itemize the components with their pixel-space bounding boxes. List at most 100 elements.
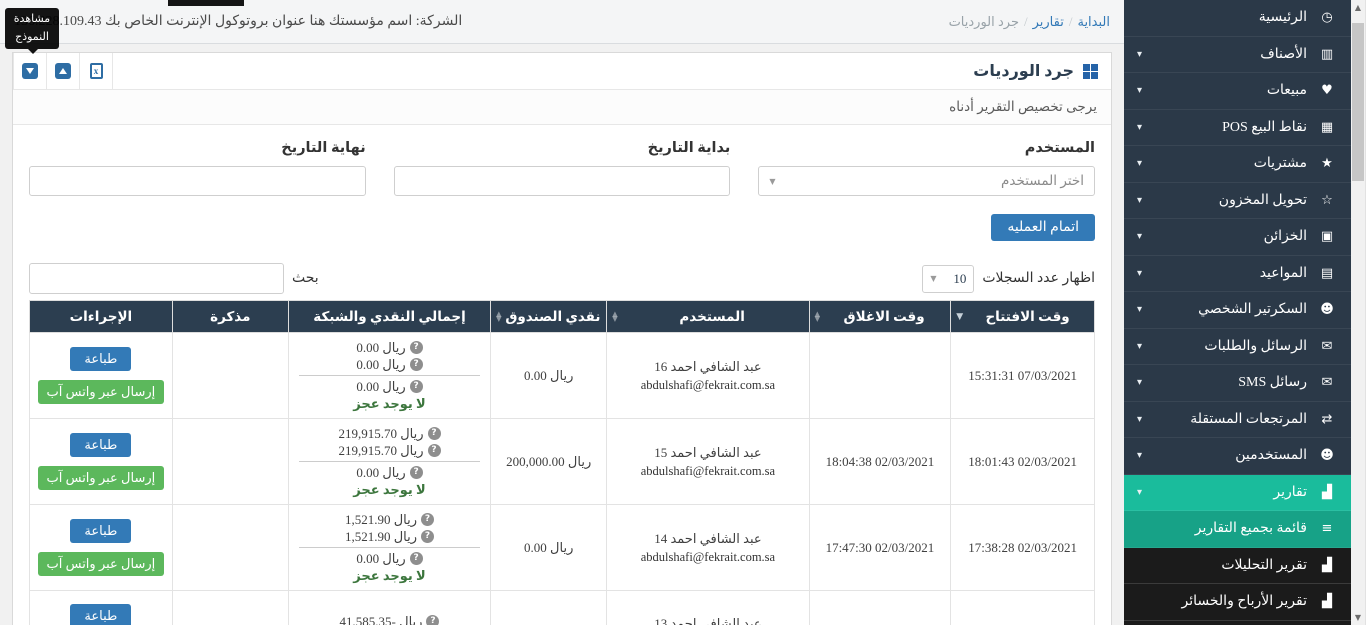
sidebar-item-label: السكرتير الشخصي [1198,302,1307,318]
star-outline-icon: ☆ [1321,192,1333,208]
barcode-icon: ▥ [1320,46,1334,62]
breadcrumb-item-1[interactable]: تقارير [1032,13,1064,29]
sidebar-item-label: الرئيسية [1258,10,1307,26]
column-header-2[interactable]: المستخدم ▲ ▼ [606,300,810,333]
help-icon[interactable]: ? [409,552,423,565]
column-header-0[interactable]: وقت الافتتاح ▼ [950,300,1095,333]
sidebar: ◷ الرئيسية ▥ الأصناف ▾ ♥ مبيعات ▾ ▦ نقاط البيع PO… [1124,0,1351,625]
expand-button[interactable] [46,53,79,89]
help-icon[interactable]: ? [409,358,423,371]
sidebar-item-1[interactable]: ▥ الأصناف ▾ [1124,37,1351,73]
totals-cell: 1,521.90 ريال? 1,521.90 ريال? 0.00 ريال? لا… [287,504,492,591]
sort-desc-icon: ▼ [956,311,964,322]
help-icon[interactable]: ? [409,380,423,393]
scroll-up-icon[interactable]: ▲ [1354,3,1362,12]
total-line: 0.00 ريال? [293,378,486,395]
sidebar-item-14[interactable]: ≡ قائمة بجميع التقارير [1124,511,1351,548]
report-box: جرد الورديات x يرجى تخصيص التقرير أدناه [12,52,1112,625]
sidebar-item-15[interactable]: ▟ تقرير التحليلات [1124,547,1351,584]
print-button[interactable]: طباعة [70,347,132,371]
chevron-down-icon: ▾ [1137,304,1143,316]
sidebar-item-3[interactable]: ▦ نقاط البيع POS ▾ [1124,110,1351,146]
shifts-table: وقت الافتتاح ▼ وقت الاغلاق ▲ ▼ المستخدم ▲ ▼ نقدي… [29,300,1095,625]
open-time-cell: 17:38:28 02/03/2021 [950,504,1095,591]
breadcrumb-item-2: جرد الورديات [948,13,1019,29]
export-excel-button[interactable]: x [79,53,112,89]
search-input[interactable] [29,263,284,294]
sidebar-item-0[interactable]: ◷ الرئيسية [1124,0,1351,37]
user-name: 16 عبد الشافي احمد [654,358,762,374]
sidebar-item-label: مبيعات [1266,83,1307,99]
print-button[interactable]: طباعة [70,604,132,625]
total-line: 41,585.35- ريال? [293,613,486,625]
page-scrollbar[interactable]: ▲ ▼ [1351,0,1366,625]
show-records-label: اظهار عدد السجلات [982,271,1095,286]
user-name: 15 عبد الشافي احمد [654,444,762,460]
total-amount: 0.00 ريال [356,465,406,480]
column-label: المستخدم [679,308,745,324]
cash-box-cell: 0.00 ريال [490,590,608,625]
help-icon[interactable]: ? [427,427,441,440]
help-icon[interactable]: ? [421,513,435,526]
sidebar-item-5[interactable]: ☆ تحويل المخزون ▾ [1124,183,1351,219]
sidebar-item-label: الأصناف [1260,46,1307,62]
sidebar-item-11[interactable]: ⇄ المرتجعات المستقلة ▾ [1124,402,1351,438]
report-body: المستخدم اختر المستخدم ▼ بداية التاريخ ن… [13,125,1111,625]
sidebar-item-16[interactable]: ▟ تقرير الأرباح والخسائر [1124,584,1351,621]
title-wrap: جرد الورديات [960,53,1111,89]
total-line: 1,521.90 ريال? [293,511,486,528]
report-subtitle: يرجى تخصيص التقرير أدناه [13,90,1111,125]
print-button[interactable]: طباعة [70,433,132,457]
sidebar-item-13[interactable]: ▟ تقارير ▾ [1124,474,1351,511]
sidebar-item-label: المواعيد [1259,265,1307,281]
column-label: إجمالي النقدي والشبكة [313,308,466,324]
user-cell: 15 عبد الشافي احمد abdulshafi@fekrait.com… [606,418,810,505]
total-amount: 0.00 ريال [356,357,406,372]
print-button[interactable]: طباعة [70,519,132,543]
sidebar-item-label: نقاط البيع POS [1222,119,1307,135]
scroll-down-icon[interactable]: ▼ [1354,613,1362,622]
scrollbar-thumb[interactable] [1352,23,1364,181]
open-time: 15:31:31 07/03/2021 [968,367,1077,383]
whatsapp-button[interactable]: إرسال عبر واتس آب [37,552,165,576]
memo-cell [171,504,289,591]
help-icon[interactable]: ? [409,341,423,354]
help-icon[interactable]: ? [426,615,440,625]
sidebar-item-4[interactable]: ★ مشتريات ▾ [1124,146,1351,183]
sidebar-item-9[interactable]: ✉ الرسائل والطلبات ▾ [1124,329,1351,365]
help-icon[interactable]: ? [427,444,441,457]
calendar-icon: ▤ [1320,265,1334,281]
records-select[interactable]: 10 ▼ [922,264,975,293]
whatsapp-button[interactable]: إرسال عبر واتس آب [37,466,165,490]
user-select[interactable]: اختر المستخدم ▼ [758,166,1095,196]
sidebar-item-12[interactable]: ☻ المستخدمين ▾ [1124,438,1351,475]
sidebar-item-8[interactable]: ☻ السكرتير الشخصي ▾ [1124,292,1351,329]
column-header-1[interactable]: وقت الاغلاق ▲ ▼ [808,300,952,333]
sidebar-item-6[interactable]: ▣ الخزائن ▾ [1124,219,1351,256]
end-date-input[interactable] [28,166,366,196]
close-time-cell: 17:37:47 02/03/2021 [808,590,952,625]
total-line: 0.00 ريال? [293,339,486,356]
help-icon[interactable]: ? [421,530,435,543]
total-line: 0.00 ريال? [293,550,486,567]
caret-square-down-icon [22,63,38,79]
sidebar-item-7[interactable]: ▤ المواعيد ▾ [1124,256,1351,292]
sidebar-item-10[interactable]: ✉ رسائل SMS ▾ [1124,365,1351,402]
start-date-input[interactable] [393,166,731,196]
user-cell: 13 عبد الشافي احمدabdulshafi@fekrait.com… [606,590,810,625]
chevron-down-icon: ▾ [1137,340,1143,352]
help-icon[interactable]: ? [409,466,423,479]
submit-button[interactable]: اتمام العمليه [991,214,1095,241]
file-excel-icon: x [89,63,103,79]
whatsapp-button[interactable]: إرسال عبر واتس آب [37,380,165,404]
breadcrumb-item-0[interactable]: البداية [1077,13,1110,29]
filter-end-date: نهاية التاريخ [28,140,366,196]
sidebar-item-2[interactable]: ♥ مبيعات ▾ [1124,73,1351,110]
table-controls: اظهار عدد السجلات 10 ▼ بحث [29,263,1095,294]
collapse-button[interactable] [13,53,46,89]
chart-icon: ▟ [1322,594,1332,610]
total-line: 0.00 ريال? [293,356,486,373]
column-header-3[interactable]: نقدي الصندوق ▲ ▼ [490,300,608,333]
user-select-value: اختر المستخدم [1001,173,1084,188]
totals-cell: 219,915.70 ريال? 219,915.70 ريال? 0.00 ريا… [287,418,492,505]
